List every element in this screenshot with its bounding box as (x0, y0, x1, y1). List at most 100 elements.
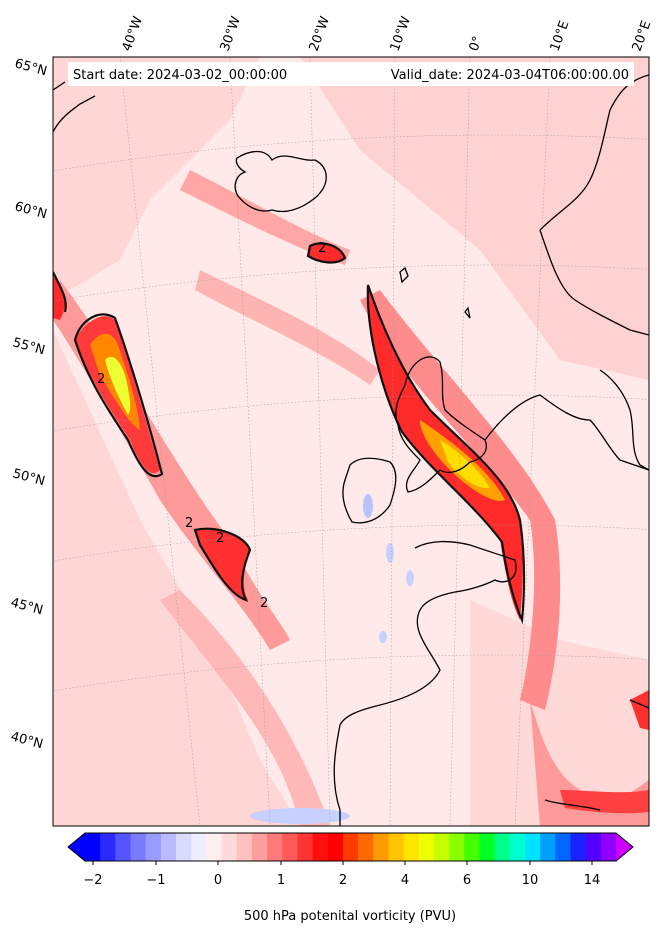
colorbar-tick: 4 (401, 861, 409, 888)
colorbar-segment (342, 833, 359, 861)
colorbar-ticks: −2 −1 0 1 2 4 6 10 14 (83, 861, 600, 888)
contour-label: 2 (97, 372, 105, 387)
lon-label: 20°W (307, 14, 333, 53)
colorbar-under-arrow (68, 833, 85, 861)
colorbar-tick-label: 4 (401, 873, 409, 888)
colorbar-segment (130, 833, 147, 861)
colorbar: −2 −1 0 1 2 4 6 10 14 500 hPa potenital … (67, 832, 634, 924)
colorbar-segment (388, 833, 405, 861)
pv-field (53, 57, 649, 826)
lon-label: 0° (467, 34, 486, 53)
colorbar-segments (85, 833, 617, 861)
pv-contour-east-tongue (366, 284, 526, 625)
colorbar-segment (509, 833, 526, 861)
colorbar-segment (115, 833, 132, 861)
lat-label: 65°N (13, 56, 49, 79)
coast-denmark-baltic (599, 369, 649, 471)
pv-negative-patch (386, 543, 394, 563)
colorbar-tick: 0 (214, 861, 222, 888)
pv-area-southeast (470, 600, 649, 826)
colorbar-segment (282, 833, 298, 861)
pv-contour-edge (53, 271, 67, 313)
coast-north-sea-east (484, 394, 649, 471)
pv-streamer-mid (195, 270, 380, 385)
colorbar-label: 500 hPa potenital vorticity (PVU) (244, 909, 456, 924)
colorbar-over-arrow (616, 833, 633, 861)
colorbar-segment (464, 833, 481, 861)
lon-label: 10°W (388, 14, 414, 53)
longitude-labels: 40°W 30°W 20°W 10°W 0° 10°E 20°E (120, 14, 655, 53)
pv-area-southwest (53, 330, 300, 826)
contour-label: 2 (318, 241, 326, 256)
colorbar-segment (312, 833, 329, 861)
colorbar-tick: −1 (146, 861, 166, 888)
colorbar-outline (67, 832, 634, 862)
colorbar-tick: 14 (584, 861, 600, 888)
colorbar-segment (297, 833, 314, 861)
pv-core-edge (53, 275, 65, 320)
pv-negative-patch (363, 494, 373, 518)
lat-label: 55°N (11, 335, 47, 358)
coast-italy (629, 699, 649, 709)
colorbar-tick-label: 10 (522, 873, 539, 888)
lon-label: 30°W (218, 14, 244, 53)
colorbar-tick: 10 (522, 861, 539, 888)
colorbar-segment (100, 833, 116, 861)
colorbar-segment (85, 833, 101, 861)
colorbar-tick-label: 0 (214, 873, 222, 888)
coastlines (53, 74, 649, 826)
colorbar-segment (251, 833, 268, 861)
lon-label: 40°W (120, 14, 146, 53)
pv-area-northeast (300, 57, 649, 380)
coast-faroe-shetland (399, 266, 471, 319)
colorbar-segment (540, 833, 556, 861)
lat-label: 40°N (9, 729, 45, 752)
colorbar-segment (176, 833, 192, 861)
colorbar-tick: −2 (83, 861, 103, 888)
pv-negative-patch (250, 808, 350, 824)
pv-streamer-med (560, 790, 649, 814)
pv-streamer-iceland (180, 170, 350, 265)
coast-ireland (342, 457, 397, 524)
colorbar-segment (555, 833, 572, 861)
start-date-text: Start date: 2024-03-02_00:00:00 (73, 68, 287, 83)
pv-negative-patch (379, 631, 387, 643)
colorbar-segment (373, 833, 390, 861)
header-box (68, 62, 634, 86)
lon-label: 10°E (548, 19, 573, 54)
pv-core-cutoff (195, 528, 250, 600)
graticule (53, 57, 649, 826)
coast-greenland (53, 81, 96, 133)
colorbar-tick-label: 6 (463, 873, 471, 888)
contour-label: 2 (260, 596, 268, 611)
colorbar-segment (221, 833, 238, 861)
lat-label: 45°N (9, 595, 45, 618)
colorbar-segment (585, 833, 602, 861)
colorbar-segment (524, 833, 541, 861)
pv-contour-west-tongue (73, 313, 164, 478)
contour-label: 2 (185, 516, 193, 531)
colorbar-segment (600, 833, 617, 861)
colorbar-segment (160, 833, 177, 861)
coast-france-iberia (333, 540, 517, 826)
pv-2-contours (53, 242, 526, 625)
lat-label: 60°N (13, 199, 49, 222)
colorbar-segment (570, 833, 587, 861)
colorbar-segment (418, 833, 435, 861)
colorbar-segment (494, 833, 511, 861)
contour-labels: 2 2 2 2 2 (97, 241, 326, 611)
colorbar-segment (449, 833, 465, 861)
colorbar-tick-label: 2 (339, 873, 347, 888)
colorbar-tick: 1 (277, 861, 285, 888)
pv-tongue-east-yellow (440, 440, 490, 489)
colorbar-segment (267, 833, 283, 861)
pv-tongue-west-yellow (105, 356, 131, 415)
pv-negative-patch (406, 570, 414, 586)
coast-north-africa (544, 799, 601, 811)
latitude-labels: 65°N 60°N 55°N 50°N 45°N 40°N (9, 56, 49, 752)
pv-streamer-atlantic-south (160, 590, 330, 826)
lon-label: 20°E (630, 19, 655, 54)
pv-area-northwest (53, 57, 260, 300)
contour-label: 2 (216, 531, 224, 546)
